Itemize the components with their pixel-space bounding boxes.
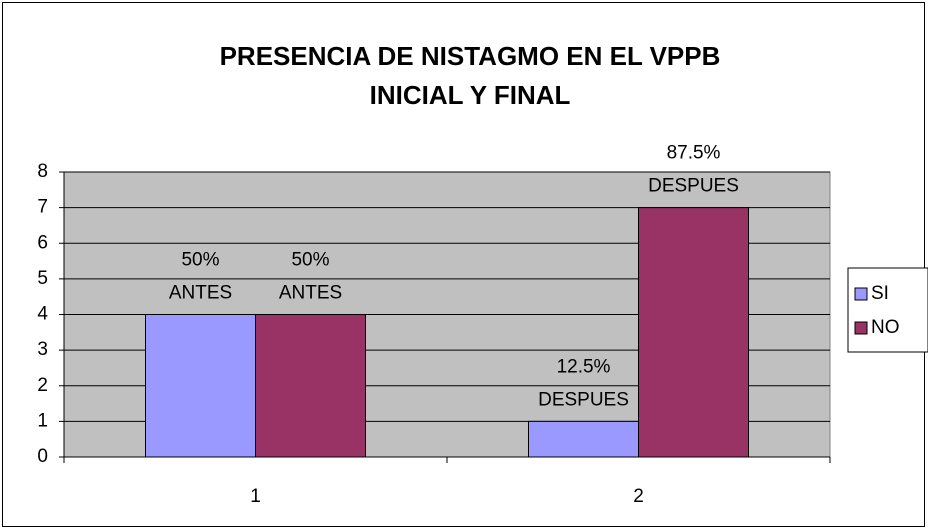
data-label: 50%	[181, 250, 219, 271]
y-tick-label: 7	[37, 197, 48, 218]
chart-title: PRESENCIA DE NISTAGMO EN EL VPPB	[220, 41, 721, 71]
y-tick-label: 5	[37, 268, 48, 289]
chart-title: INICIAL Y FINAL	[370, 80, 571, 110]
x-tick-label: 2	[633, 486, 644, 507]
legend-swatch	[854, 287, 868, 301]
y-tick-label: 8	[37, 161, 48, 182]
data-label: 50%	[291, 250, 329, 271]
data-label: ANTES	[169, 283, 232, 304]
y-tick-label: 2	[37, 375, 48, 396]
y-tick-label: 0	[37, 446, 48, 467]
data-label: DESPUES	[648, 176, 739, 197]
data-label: 12.5%	[557, 356, 611, 377]
legend-swatch	[854, 321, 868, 335]
data-label: ANTES	[279, 283, 342, 304]
data-label: DESPUES	[538, 389, 629, 410]
bar	[638, 207, 749, 458]
y-tick-label: 6	[37, 232, 48, 253]
legend-label: NO	[871, 317, 900, 338]
x-tick-label: 1	[250, 486, 261, 507]
y-tick-label: 3	[37, 339, 48, 360]
legend-label: SI	[871, 283, 889, 304]
bar	[528, 420, 639, 458]
bar	[145, 314, 256, 458]
legend-box	[847, 267, 928, 353]
y-tick-label: 4	[37, 304, 48, 325]
bar	[255, 314, 366, 458]
data-label: 87.5%	[667, 143, 721, 164]
y-tick-label: 1	[37, 410, 48, 431]
